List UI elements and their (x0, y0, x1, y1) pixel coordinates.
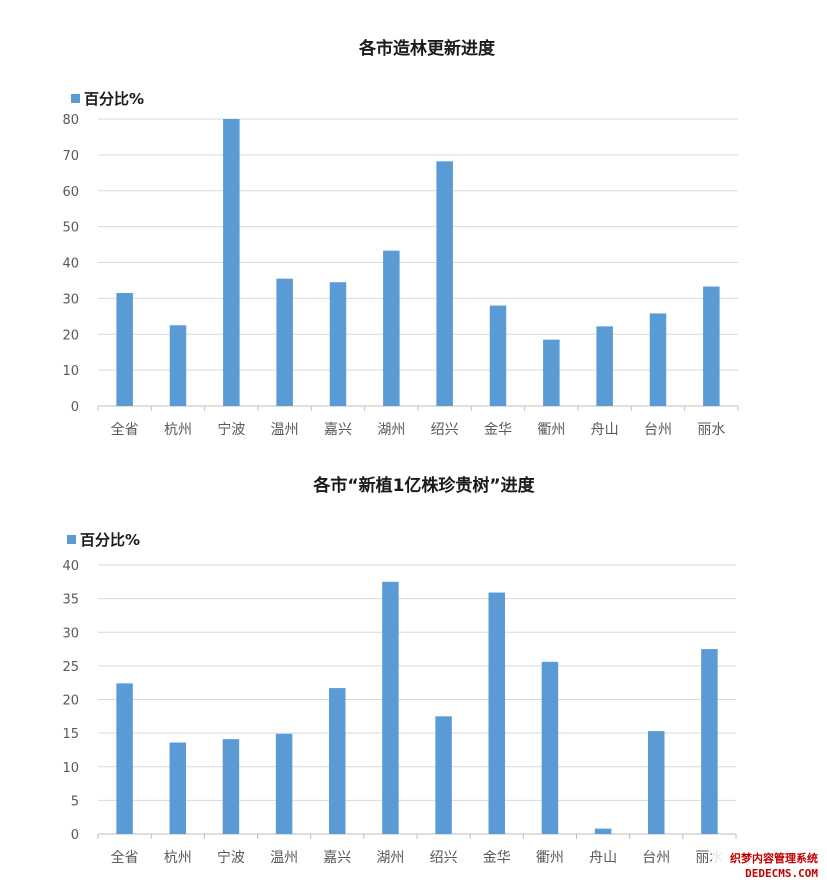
chart-forestation-progress: 各市造林更新进度 百分比% 0 10 20 30 40 50 60 70 80 全省 杭州 宁波 温州… (62, 38, 739, 438)
y-tick-label: 70 (62, 149, 79, 164)
watermark-background (712, 848, 827, 884)
y-tick-label: 10 (62, 364, 79, 379)
y-tick-label: 35 (62, 593, 79, 608)
x-tick-label: 金华 (484, 422, 512, 438)
bar (596, 326, 613, 406)
bar (223, 119, 240, 406)
y-tick-label: 20 (62, 694, 79, 709)
y-tick-label: 20 (62, 328, 79, 343)
bar (169, 742, 186, 834)
x-tick-label: 衢州 (537, 421, 565, 438)
y-tick-label: 30 (62, 626, 79, 641)
bar (435, 716, 452, 834)
y-tick-label: 5 (71, 794, 79, 809)
y-tick-label: 15 (62, 727, 79, 742)
watermark-text-cn: 织梦内容管理系统 (730, 851, 818, 865)
bar (275, 733, 293, 834)
x-tick-label: 宁波 (217, 421, 245, 438)
x-tick-label: 金华 (483, 850, 511, 866)
x-tick-label: 湖州 (376, 850, 404, 866)
y-tick-label: 0 (71, 828, 79, 843)
bar (701, 649, 718, 834)
x-tick-label: 全省 (111, 421, 139, 438)
legend-swatch (71, 94, 80, 103)
bar (648, 731, 665, 834)
bar (436, 161, 453, 406)
chart-title: 各市“新植1亿株珍贵树”进度 (312, 475, 535, 496)
x-tick-label: 台州 (642, 850, 670, 866)
y-tick-label: 0 (71, 400, 79, 415)
legend-label: 百分比% (80, 531, 140, 549)
x-tick-label: 温州 (270, 850, 298, 866)
x-tick-label: 杭州 (164, 422, 192, 438)
bar (116, 683, 133, 834)
watermark-text-en: DEDECMS.COM (745, 867, 818, 880)
legend-swatch (67, 535, 76, 544)
bar (276, 278, 293, 406)
x-tick-label: 全省 (111, 849, 139, 866)
x-tick-label: 湖州 (377, 422, 405, 438)
x-tick-label: 舟山 (589, 850, 617, 866)
chart-title: 各市造林更新进度 (358, 38, 496, 59)
bar (543, 339, 560, 406)
bar (489, 305, 507, 406)
x-tick-label: 舟山 (591, 422, 619, 438)
y-tick-label: 40 (62, 257, 79, 272)
y-tick-label: 50 (62, 221, 79, 236)
y-tick-label: 25 (62, 660, 79, 675)
bar (383, 250, 400, 406)
bar (329, 688, 346, 834)
x-tick-label: 丽水 (697, 422, 725, 438)
y-tick-label: 80 (62, 113, 79, 128)
bar (488, 592, 505, 834)
y-tick-label: 40 (62, 559, 79, 574)
x-tick-label: 温州 (271, 422, 299, 438)
y-tick-label: 10 (62, 761, 79, 776)
x-tick-label: 绍兴 (430, 850, 458, 866)
bar (169, 325, 187, 406)
bar (382, 581, 399, 834)
chart-precious-trees-progress: 各市“新植1亿株珍贵树”进度 百分比% 0 5 10 15 20 25 30 35 40 全省 杭… (62, 475, 737, 866)
bar (594, 828, 612, 834)
x-tick-label: 杭州 (164, 850, 192, 866)
bar (329, 282, 347, 406)
x-tick-label: 宁波 (217, 849, 245, 866)
bar (649, 313, 667, 406)
bar (541, 661, 559, 834)
watermark: 织梦内容管理系统 DEDECMS.COM (712, 848, 827, 884)
x-tick-label: 嘉兴 (324, 422, 352, 438)
x-tick-label: 嘉兴 (323, 850, 351, 866)
bar (703, 286, 720, 406)
bar (222, 739, 240, 834)
x-tick-label: 绍兴 (431, 422, 459, 438)
legend-label: 百分比% (84, 90, 144, 108)
y-tick-label: 30 (62, 292, 79, 307)
y-tick-label: 60 (62, 185, 79, 200)
x-tick-label: 衢州 (536, 849, 564, 866)
bar (116, 292, 133, 406)
x-tick-label: 台州 (644, 422, 672, 438)
